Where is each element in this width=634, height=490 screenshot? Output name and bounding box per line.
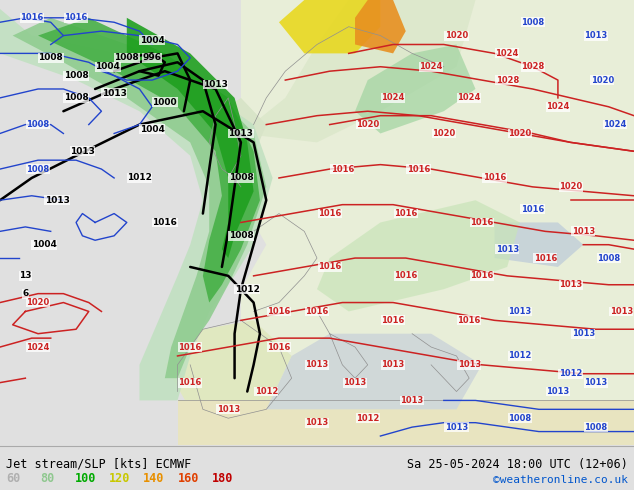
Text: 1020: 1020 <box>445 31 468 40</box>
Text: 120: 120 <box>109 471 131 485</box>
Text: Jet stream/SLP [kts] ECMWF: Jet stream/SLP [kts] ECMWF <box>6 458 191 470</box>
Text: 1013: 1013 <box>382 360 404 369</box>
Text: 1013: 1013 <box>445 422 468 432</box>
Text: 1016: 1016 <box>521 205 544 214</box>
Text: 1016: 1016 <box>268 343 290 351</box>
Text: 1024: 1024 <box>420 62 443 71</box>
Text: 1016: 1016 <box>382 316 404 325</box>
Text: 1013: 1013 <box>44 196 70 205</box>
Text: 1008: 1008 <box>27 165 49 173</box>
Text: 1016: 1016 <box>20 13 43 23</box>
Text: 1013: 1013 <box>203 80 228 89</box>
Text: 60: 60 <box>6 471 20 485</box>
Text: 1013: 1013 <box>306 418 328 427</box>
Text: 1004: 1004 <box>32 240 57 249</box>
Text: 1013: 1013 <box>217 405 240 414</box>
Text: 1020: 1020 <box>559 182 582 192</box>
Text: 1020: 1020 <box>27 298 49 307</box>
Text: 1013: 1013 <box>101 89 127 98</box>
Text: 1024: 1024 <box>27 343 49 351</box>
Text: 1004: 1004 <box>139 124 165 134</box>
Text: 1024: 1024 <box>496 49 519 58</box>
Text: 1012: 1012 <box>356 414 379 423</box>
Text: 160: 160 <box>178 471 199 485</box>
Text: 1020: 1020 <box>508 129 531 138</box>
Text: 1004: 1004 <box>95 62 120 71</box>
Text: 6: 6 <box>22 289 29 298</box>
Text: 1008: 1008 <box>27 120 49 129</box>
Text: 100: 100 <box>75 471 96 485</box>
Text: 1013: 1013 <box>547 387 569 396</box>
Text: 1024: 1024 <box>547 102 569 111</box>
Text: 1020: 1020 <box>432 129 455 138</box>
Text: 1013: 1013 <box>70 147 95 156</box>
Text: 80: 80 <box>41 471 55 485</box>
Text: 1013: 1013 <box>344 378 366 387</box>
Text: 1016: 1016 <box>394 271 417 280</box>
Text: 1024: 1024 <box>458 94 481 102</box>
Text: 1008: 1008 <box>228 231 254 240</box>
Text: 1012: 1012 <box>255 387 278 396</box>
Text: 1016: 1016 <box>306 307 328 316</box>
Text: 1016: 1016 <box>179 378 202 387</box>
Text: 1013: 1013 <box>585 378 607 387</box>
Text: 1008: 1008 <box>38 53 63 62</box>
Text: 1028: 1028 <box>521 62 544 71</box>
Text: 1016: 1016 <box>65 13 87 23</box>
Text: 1020: 1020 <box>591 75 614 85</box>
Text: 1008: 1008 <box>597 253 620 263</box>
Text: 1013: 1013 <box>508 307 531 316</box>
Text: 1012: 1012 <box>559 369 582 378</box>
Text: 1016: 1016 <box>268 307 290 316</box>
Text: 1008: 1008 <box>521 18 544 27</box>
Text: 1013: 1013 <box>610 307 633 316</box>
Text: 1000: 1000 <box>153 98 177 107</box>
Text: 1016: 1016 <box>318 263 341 271</box>
Text: 1012: 1012 <box>127 173 152 182</box>
Text: 1008: 1008 <box>585 422 607 432</box>
Text: 996: 996 <box>143 53 162 62</box>
Text: 1016: 1016 <box>331 165 354 173</box>
Text: 1016: 1016 <box>179 343 202 351</box>
Text: 1028: 1028 <box>496 75 519 85</box>
Text: 1008: 1008 <box>508 414 531 423</box>
Text: 1016: 1016 <box>394 209 417 218</box>
Text: 1013: 1013 <box>585 31 607 40</box>
Text: 1013: 1013 <box>401 396 424 405</box>
Text: 1016: 1016 <box>470 271 493 280</box>
Text: 1016: 1016 <box>407 165 430 173</box>
Text: 1024: 1024 <box>382 94 404 102</box>
Text: 1013: 1013 <box>572 227 595 236</box>
Text: 1013: 1013 <box>496 245 519 254</box>
Text: 1008: 1008 <box>228 173 254 182</box>
Text: 1008: 1008 <box>63 94 89 102</box>
Text: 1016: 1016 <box>483 173 506 182</box>
Text: 1013: 1013 <box>559 280 582 289</box>
Text: 180: 180 <box>212 471 233 485</box>
Text: 1016: 1016 <box>458 316 481 325</box>
Text: 1008: 1008 <box>114 53 139 62</box>
Text: 1020: 1020 <box>356 120 379 129</box>
Text: 1004: 1004 <box>139 36 165 45</box>
Text: 1008: 1008 <box>63 71 89 80</box>
Text: 1013: 1013 <box>306 360 328 369</box>
Text: 1024: 1024 <box>604 120 626 129</box>
Text: 13: 13 <box>19 271 32 280</box>
Text: 1013: 1013 <box>572 329 595 338</box>
Text: ©weatheronline.co.uk: ©weatheronline.co.uk <box>493 475 628 485</box>
Text: 1013: 1013 <box>228 129 254 138</box>
Text: Sa 25-05-2024 18:00 UTC (12+06): Sa 25-05-2024 18:00 UTC (12+06) <box>407 458 628 470</box>
Text: 1016: 1016 <box>152 218 178 227</box>
Text: 1016: 1016 <box>534 253 557 263</box>
Text: 1016: 1016 <box>318 209 341 218</box>
Text: 140: 140 <box>143 471 165 485</box>
Text: 1012: 1012 <box>508 351 531 361</box>
Text: 1016: 1016 <box>470 218 493 227</box>
Text: 1013: 1013 <box>458 360 481 369</box>
Text: 1012: 1012 <box>235 285 260 294</box>
